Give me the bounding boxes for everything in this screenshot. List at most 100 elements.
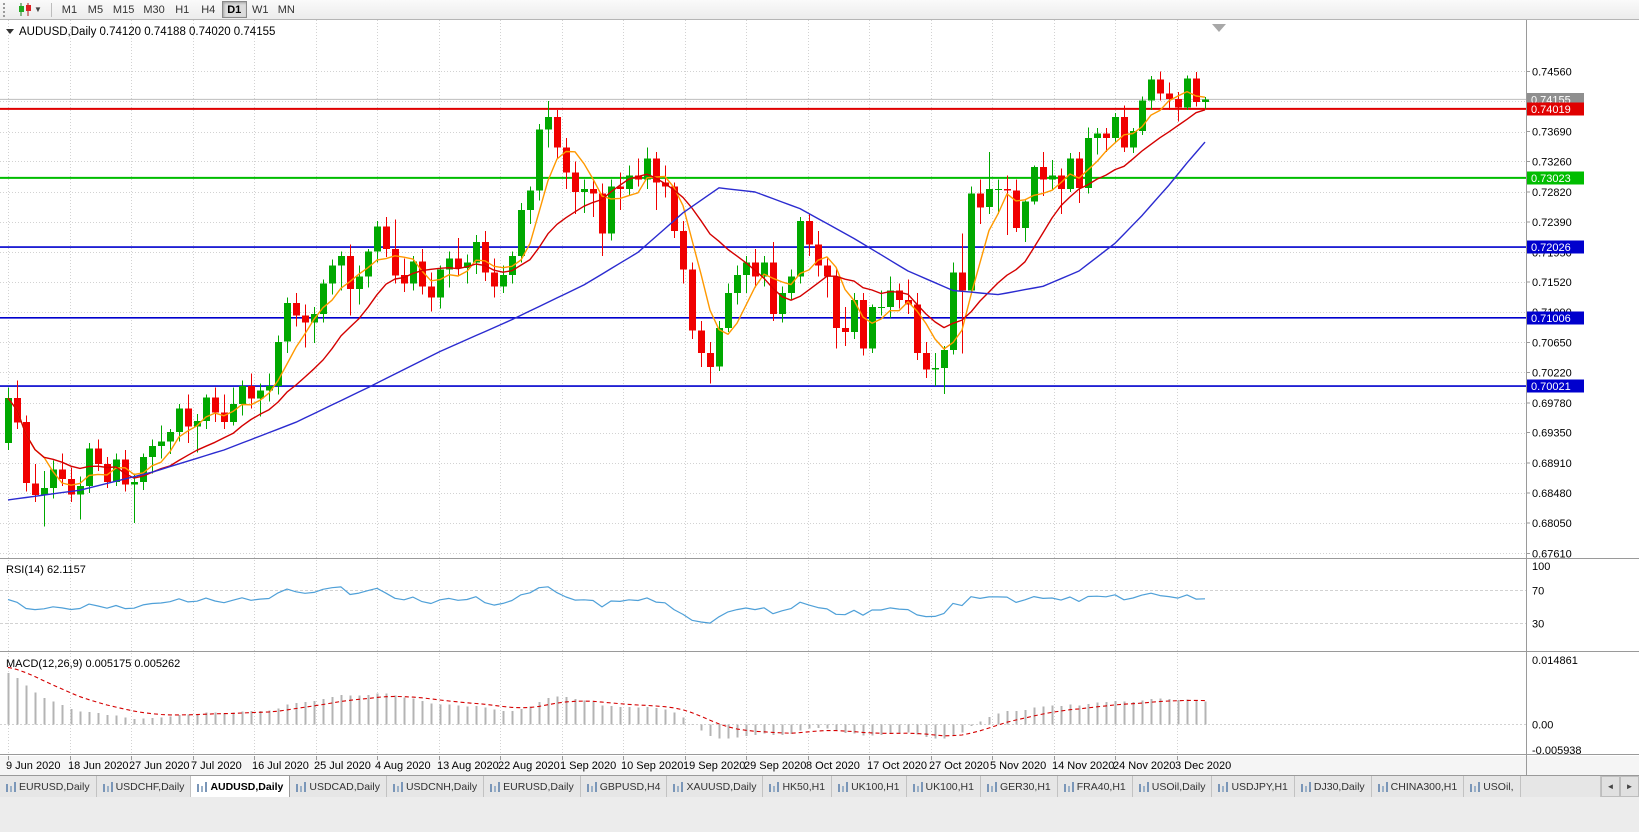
candle — [482, 241, 489, 273]
bottom-filler — [0, 797, 1639, 832]
chart-tab-ger30-h1[interactable]: GER30,H1 — [981, 776, 1058, 797]
chart-tab-usdcnh-daily[interactable]: USDCNH,Daily — [387, 776, 485, 797]
tab-scroll-right-icon[interactable]: ► — [1620, 776, 1639, 797]
candle — [122, 459, 129, 485]
timeframe-button-m15[interactable]: M15 — [109, 1, 138, 18]
date-label: 18 Jun 2020 — [68, 760, 129, 772]
chart-tab-usdjpy-h1[interactable]: USDJPY,H1 — [1212, 776, 1295, 797]
chart-tab-fra40-h1[interactable]: FRA40,H1 — [1058, 776, 1133, 797]
rsi-label: RSI(14) 62.1157 — [6, 564, 86, 576]
line-price-tag[interactable]: 0.71006 — [1527, 311, 1584, 325]
candle — [68, 479, 75, 495]
symbol-dropdown-icon[interactable] — [6, 29, 14, 34]
chart-tab-usoil-daily[interactable]: USOil,Daily — [1133, 776, 1213, 797]
chart-tab-xauusd-daily[interactable]: XAUUSD,Daily — [667, 776, 764, 797]
candle — [599, 193, 606, 234]
tab-scroll-left-icon[interactable]: ◄ — [1601, 776, 1620, 797]
candle — [23, 422, 30, 484]
candle — [203, 397, 210, 421]
candle — [167, 431, 174, 442]
candle — [1031, 167, 1038, 202]
price-tick-label: 0.72820 — [1532, 187, 1572, 199]
chart-tab-icon — [1300, 781, 1311, 792]
line-price-tag[interactable]: 0.70021 — [1527, 379, 1584, 393]
candle — [950, 272, 957, 351]
rsi-axis-label: 100 — [1532, 561, 1550, 573]
date-label: 24 Nov 2020 — [1113, 760, 1175, 772]
date-label: 8 Oct 2020 — [806, 760, 860, 772]
candle — [563, 147, 570, 173]
chart-tab-label: USDCNH,Daily — [405, 780, 478, 793]
chart-canvas[interactable]: 0.745600.741300.736900.732600.728200.723… — [0, 20, 1639, 775]
chart-tab-icon — [912, 781, 923, 792]
timeframe-button-m5[interactable]: M5 — [83, 1, 108, 18]
chart-tab-gbpusd-h4[interactable]: GBPUSD,H4 — [581, 776, 668, 797]
candle — [230, 404, 237, 423]
line-price-tag[interactable]: 0.72026 — [1527, 240, 1584, 254]
candle — [176, 408, 183, 432]
chart-tab-usoil[interactable]: USOil, — [1464, 776, 1521, 797]
line-price-tag[interactable]: 0.74019 — [1527, 102, 1584, 116]
candle — [1103, 133, 1110, 138]
price-tick-label: 0.71520 — [1532, 277, 1572, 289]
candle — [1112, 117, 1119, 138]
price-tick-label: 0.72390 — [1532, 217, 1572, 229]
candle — [734, 275, 741, 294]
timeframe-button-h4[interactable]: H4 — [196, 1, 221, 18]
candle — [1157, 79, 1164, 94]
timeframe-button-h1[interactable]: H1 — [170, 1, 195, 18]
candle — [725, 293, 732, 328]
price-tick-label: 0.74560 — [1532, 66, 1572, 78]
candle — [293, 302, 300, 316]
chart-tab-uk100-h1[interactable]: UK100,H1 — [907, 776, 981, 797]
price-tick-label: 0.68050 — [1532, 518, 1572, 530]
candle — [320, 283, 327, 314]
chart-tab-usdchf-daily[interactable]: USDCHF,Daily — [97, 776, 192, 797]
chart-tab-audusd-daily[interactable]: AUDUSD,Daily — [191, 776, 291, 797]
macd-histogram — [7, 673, 1207, 739]
candle — [815, 244, 822, 266]
candle — [1121, 117, 1128, 148]
candle — [284, 302, 291, 342]
line-price-tag[interactable]: 0.73023 — [1527, 171, 1584, 185]
date-label: 25 Jul 2020 — [314, 760, 371, 772]
candle — [914, 304, 921, 353]
candle — [995, 189, 1002, 191]
timeframe-button-mn[interactable]: MN — [274, 1, 299, 18]
candle — [1013, 190, 1020, 228]
line-price-tag-text: 0.70021 — [1531, 381, 1571, 393]
macd-axis-label: 0.014861 — [1532, 655, 1578, 667]
candle — [1184, 78, 1191, 108]
chart-tab-eurusd-daily[interactable]: EURUSD,Daily — [484, 776, 581, 797]
rsi-line — [7, 586, 1206, 624]
candle — [374, 226, 381, 252]
chart-tab-label: XAUUSD,Daily — [686, 780, 757, 793]
candle — [968, 193, 975, 291]
chart-tab-hk50-h1[interactable]: HK50,H1 — [763, 776, 833, 797]
chart-tab-china300-h1[interactable]: CHINA300,H1 — [1372, 776, 1465, 797]
ma-medium-line — [7, 109, 1206, 479]
chart-tab-dj30-daily[interactable]: DJ30,Daily — [1295, 776, 1372, 797]
chart-tab-label: USDCHF,Daily — [115, 780, 185, 793]
chart-tab-usdcad-daily[interactable]: USDCAD,Daily — [290, 776, 387, 797]
chart-type-button[interactable]: ▼ — [13, 1, 46, 19]
timeframe-toolbar: ▼ M1 M5 M15 M30 H1 H4 D1 W1 MN — [0, 0, 1639, 20]
chart-shift-marker-icon[interactable] — [1212, 24, 1226, 32]
chart-tab-label: UK100,H1 — [925, 780, 974, 793]
timeframe-button-w1[interactable]: W1 — [248, 1, 273, 18]
chart-tab-label: EURUSD,Daily — [503, 780, 574, 793]
timeframe-buttons: M1 M5 M15 M30 H1 H4 D1 W1 MN — [57, 1, 299, 18]
candle — [1148, 79, 1155, 101]
candle — [356, 276, 363, 290]
price-tick-label: 0.68910 — [1532, 458, 1572, 470]
timeframe-button-d1[interactable]: D1 — [221, 1, 247, 18]
line-price-tag-text: 0.71006 — [1531, 313, 1571, 325]
chart-tab-label: CHINA300,H1 — [1390, 780, 1458, 793]
toolbar-grip[interactable] — [3, 2, 9, 17]
chart-tab-eurusd-daily[interactable]: EURUSD,Daily — [0, 776, 97, 797]
chart-tab-uk100-h1[interactable]: UK100,H1 — [832, 776, 907, 797]
chart-tab-icon — [986, 781, 997, 792]
candle — [1022, 201, 1029, 229]
timeframe-button-m1[interactable]: M1 — [57, 1, 82, 18]
timeframe-button-m30[interactable]: M30 — [139, 1, 168, 18]
